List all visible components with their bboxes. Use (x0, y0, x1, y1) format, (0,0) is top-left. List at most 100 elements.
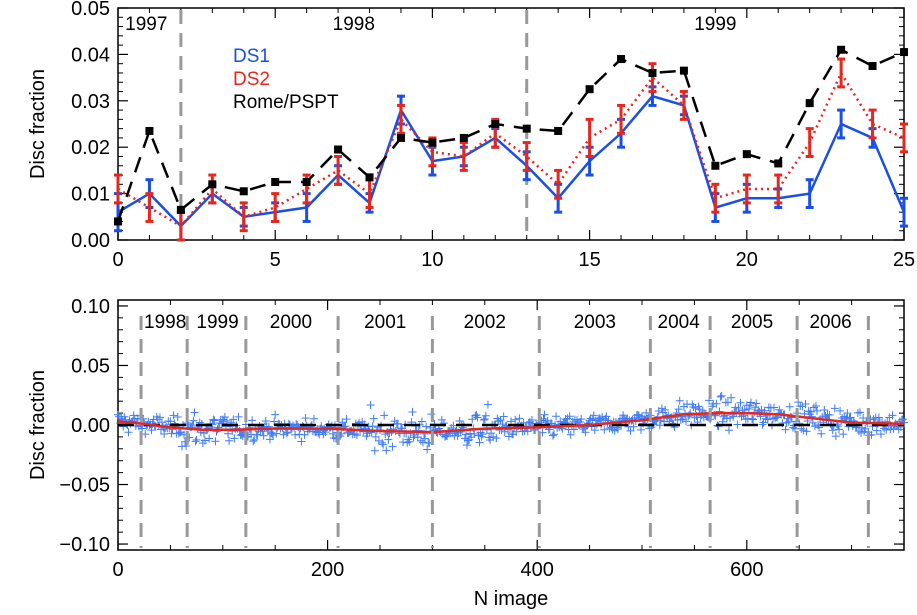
top-y-tick-label: 0.05 (71, 0, 110, 20)
point-rome-pspt (522, 124, 531, 133)
scatter-point (417, 417, 426, 426)
scatter-point (636, 425, 645, 434)
point-rome-pspt (774, 159, 783, 168)
scatter-point (763, 415, 772, 424)
point-rome-pspt (145, 126, 154, 135)
scatter-point (350, 429, 359, 438)
scatter-point (782, 418, 791, 427)
scatter-point (836, 406, 845, 415)
scatter-point (222, 416, 231, 425)
point-rome-pspt (491, 120, 500, 128)
scatter-point (155, 413, 164, 422)
scatter-point (380, 411, 389, 420)
bottom-panel: −0.10 −0.05 0.00 0.05 0.10 0 200 400 600 Disc fra… (27, 296, 908, 610)
scatter-point (421, 434, 430, 443)
scatter-point (370, 446, 379, 455)
scatter-point (188, 421, 197, 430)
scatter-point (642, 408, 651, 417)
scatter-point (153, 415, 162, 424)
scatter-point (378, 438, 387, 447)
scatter-point (828, 426, 837, 435)
point-rome-pspt (208, 180, 217, 189)
point-rome-pspt (334, 145, 343, 154)
scatter-point (211, 437, 220, 446)
scatter-point (174, 429, 183, 438)
scatter-point (261, 416, 270, 425)
top-y-tick-label: 0.00 (71, 230, 110, 252)
scatter-point (675, 396, 684, 405)
scatter-point (716, 392, 725, 401)
bottom-y-tick-label: −0.10 (59, 534, 110, 556)
bottom-year-label: 2003 (574, 312, 616, 333)
scatter-point (379, 440, 388, 449)
scatter-point (775, 405, 784, 414)
series-line-ds1 (117, 94, 906, 228)
scatter-point (874, 413, 883, 422)
scatter-point (882, 425, 891, 434)
scatter-point (817, 429, 826, 438)
scatter-point (746, 398, 755, 407)
bottom-y-tick-label: 0.00 (71, 415, 110, 437)
scatter-point (820, 406, 829, 415)
scatter-point (169, 411, 178, 420)
legend-entry: DS2 (233, 69, 270, 90)
scatter-point (487, 429, 496, 438)
scatter-point (561, 415, 570, 424)
bottom-year-label: 2002 (464, 312, 506, 333)
scatter-point (811, 401, 820, 410)
scatter-point (589, 411, 598, 420)
scatter-point (301, 414, 310, 423)
point-rome-pspt (114, 217, 122, 226)
point-rome-pspt (585, 85, 594, 94)
scatter-point (733, 420, 742, 429)
scatter-point (581, 428, 590, 437)
point-rome-pspt (648, 68, 657, 77)
scatter-point (540, 410, 549, 419)
bottom-y-tick-label: −0.05 (59, 475, 110, 497)
scatter-point (481, 411, 490, 420)
bottom-y-tick-label: 0.05 (71, 355, 110, 377)
bottom-year-label: 2001 (364, 312, 406, 333)
scatter-point (173, 412, 182, 421)
scatter-point (408, 408, 417, 417)
scatter-point (527, 415, 536, 424)
bottom-x-tick-label: 200 (311, 559, 344, 581)
scatter-point (114, 410, 122, 419)
bottom-y-axis-label: Disc fraction (27, 370, 49, 480)
scatter-point (494, 417, 503, 426)
scatter-point (759, 418, 768, 427)
scatter-point (770, 403, 779, 412)
top-year-label: 1998 (333, 14, 375, 35)
scatter-point (314, 428, 323, 437)
bottom-x-tick-label: 0 (112, 559, 123, 581)
scatter-point (147, 426, 156, 435)
point-rome-pspt (617, 55, 626, 64)
point-rome-pspt (711, 161, 720, 170)
scatter-point (470, 430, 479, 439)
scatter-point (250, 435, 259, 444)
scatter-point (352, 431, 361, 440)
scatter-point (471, 411, 480, 420)
point-rome-pspt (365, 173, 374, 182)
legend-entry: DS1 (233, 46, 270, 67)
scatter-point (602, 412, 611, 421)
scatter-point (384, 435, 393, 444)
scatter-point (830, 404, 839, 413)
scatter-point (462, 441, 471, 450)
scatter-point (831, 432, 840, 441)
scatter-point (749, 415, 758, 424)
scatter-point (418, 438, 427, 447)
scatter-point (249, 437, 258, 446)
point-rome-pspt (679, 66, 688, 75)
top-y-tick-label: 0.03 (71, 91, 110, 113)
scatter-point (552, 412, 561, 421)
scatter-point (876, 430, 885, 439)
scatter-point (259, 431, 268, 440)
scatter-point (271, 410, 280, 419)
scatter-point (423, 445, 432, 454)
scatter-point (220, 412, 229, 421)
scatter-point (190, 408, 199, 417)
scatter-point (329, 434, 338, 443)
top-x-tick-label: 5 (270, 249, 281, 271)
scatter-point (808, 418, 817, 427)
